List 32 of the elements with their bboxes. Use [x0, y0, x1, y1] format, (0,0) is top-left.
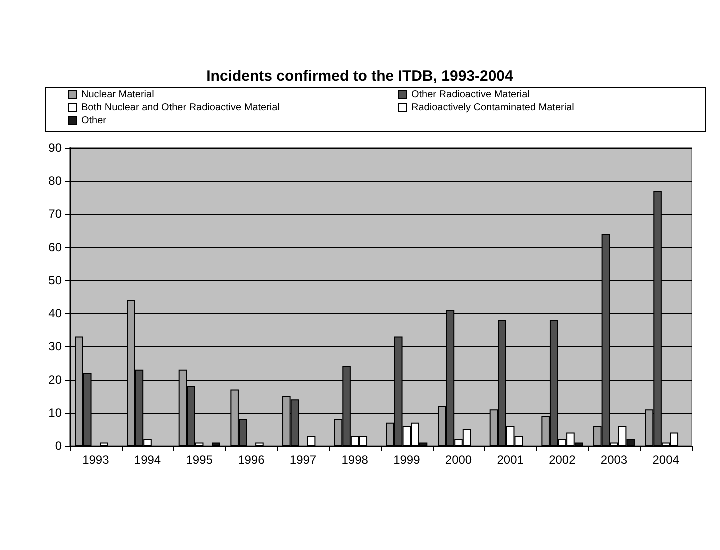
x-tick-label: 1998	[342, 453, 369, 467]
y-tick-label: 10	[48, 406, 62, 420]
y-tick-label: 30	[48, 340, 62, 354]
x-tick-label: 1999	[394, 453, 421, 467]
y-tick-label: 20	[48, 372, 62, 387]
y-tick-label: 80	[48, 174, 62, 188]
bar	[256, 442, 264, 446]
legend-label: Radioactively Contaminated Material	[412, 102, 574, 114]
x-tick-label: 2001	[497, 453, 524, 467]
legend-label: Other	[82, 116, 108, 126]
x-tick-label: 1995	[186, 453, 214, 467]
y-tick-label: 40	[48, 306, 62, 321]
x-tick-label: 2000	[445, 453, 472, 467]
x-tick-label: 1996	[238, 453, 266, 467]
chart-title: Incidents confirmed to the ITDB, 1993-2004	[206, 68, 514, 85]
bar	[212, 442, 220, 446]
y-tick-label: 50	[48, 273, 62, 288]
x-tick-label: 1997	[290, 453, 317, 467]
legend-label: Both Nuclear and Other Radioactive Material	[82, 102, 280, 114]
y-tick-label: 70	[48, 207, 62, 222]
bar	[307, 436, 316, 446]
bar	[100, 442, 108, 446]
x-tick-label: 2003	[600, 453, 628, 467]
x-tick-label: 2004	[652, 453, 680, 467]
legend-label: Nuclear Material	[82, 90, 154, 100]
y-tick-label: 90	[48, 141, 62, 155]
y-tick-label: 0	[55, 439, 62, 453]
legend-label: Other Radioactive Material	[412, 90, 530, 100]
x-tick-label: 1994	[134, 453, 162, 467]
y-tick-label: 60	[48, 240, 62, 254]
x-tick-label: 1993	[82, 453, 110, 467]
x-tick-label: 2002	[549, 453, 576, 467]
